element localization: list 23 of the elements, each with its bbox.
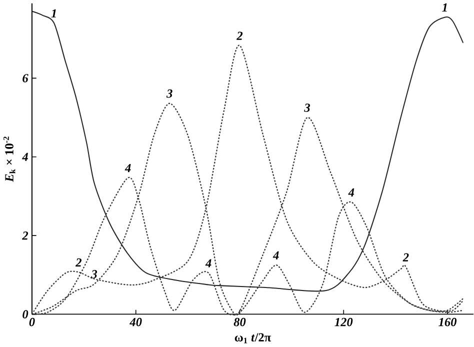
annotation: 2 <box>236 32 243 40</box>
annotation: 1 <box>51 9 56 18</box>
annotation: 4 <box>272 251 279 260</box>
x-tick-label: 0 <box>29 318 35 326</box>
x-tick-label: 120 <box>334 318 353 326</box>
y-tick-label: 0 <box>22 310 28 319</box>
x-tick-label: 40 <box>130 318 142 326</box>
x-axis-title: ω$_{1}$ t/2π <box>234 333 271 344</box>
y-axis-title: E$_{k}$ × 10$^{-2}$ <box>3 136 16 182</box>
y-tick-label: 4 <box>22 153 28 162</box>
x-tick-label: 160 <box>438 318 457 326</box>
annotation: 3 <box>304 104 310 112</box>
x-tick-label: 80 <box>234 318 246 326</box>
annotation: 4 <box>205 259 212 268</box>
annotation: 1 <box>442 4 447 12</box>
annotation: 2 <box>402 253 409 262</box>
annotation: 2 <box>76 258 82 267</box>
annotation: 4 <box>348 188 354 197</box>
y-tick-label: 6 <box>22 74 28 82</box>
y-tick-label: 2 <box>22 232 28 240</box>
annotation: 4 <box>124 164 131 172</box>
annotation: 3 <box>91 270 98 278</box>
annotation: 3 <box>166 90 172 98</box>
